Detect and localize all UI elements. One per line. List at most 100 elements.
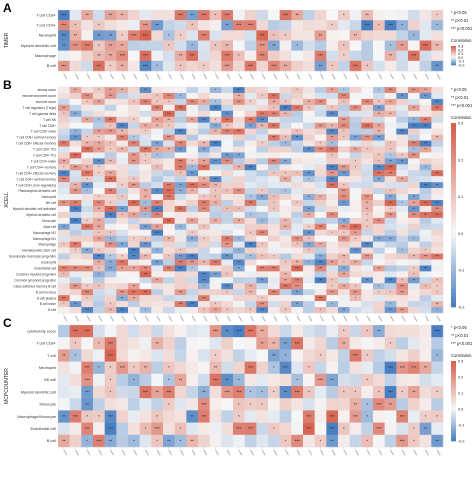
significance-mark: * xyxy=(308,390,310,395)
heatmap-cell xyxy=(291,361,304,374)
significance-mark: ** xyxy=(62,43,66,48)
heatmap-cell xyxy=(373,289,385,296)
heatmap-cell xyxy=(384,325,397,338)
heatmap-cell xyxy=(256,110,269,117)
heatmap-cell xyxy=(139,361,152,374)
heatmap-cell xyxy=(233,229,245,236)
heatmap-cell xyxy=(408,50,420,62)
heatmap-cell xyxy=(186,325,199,338)
column-label-placeholder xyxy=(319,73,325,80)
colorbar-step xyxy=(451,425,456,428)
significance-mark: *** xyxy=(330,414,335,419)
heatmap-cell xyxy=(408,128,420,135)
heatmap-cell xyxy=(186,40,199,51)
heatmap-cell xyxy=(373,410,385,423)
significance-mark: *** xyxy=(295,390,300,395)
heatmap-cell xyxy=(116,259,129,266)
colorbar-title: Correlation xyxy=(451,115,472,120)
heatmap-cell xyxy=(314,116,327,123)
heatmap-cell xyxy=(279,283,292,290)
significance-mark: *** xyxy=(225,63,230,68)
heatmap-cell xyxy=(221,217,234,224)
heatmap-cell xyxy=(186,128,199,135)
heatmap-cell xyxy=(151,247,164,254)
significance-mark: * xyxy=(157,100,159,104)
heatmap-cell xyxy=(163,434,175,448)
heatmap-cell xyxy=(303,200,315,207)
heatmap-cell xyxy=(58,259,70,266)
heatmap-cell xyxy=(116,410,129,423)
heatmap-cell xyxy=(221,361,234,374)
heatmap-cell xyxy=(338,337,350,350)
heatmap-cell xyxy=(314,295,327,302)
heatmap-cell xyxy=(396,60,409,72)
significance-mark: * xyxy=(366,63,368,68)
heatmap-cell xyxy=(314,271,327,278)
heatmap-cell xyxy=(233,110,245,117)
heatmap-cell xyxy=(396,301,409,308)
heatmap-cell xyxy=(373,116,385,123)
colorbar-step xyxy=(451,59,456,61)
colorbar-step xyxy=(451,431,456,434)
heatmap-cell xyxy=(326,40,339,51)
significance-mark: ** xyxy=(191,237,194,241)
significance-mark: ** xyxy=(343,308,346,312)
heatmap-cell xyxy=(174,20,187,31)
column-label-placeholder xyxy=(249,315,255,322)
heatmap-cell xyxy=(279,200,292,207)
heatmap-cell xyxy=(116,134,129,141)
heatmap-cell xyxy=(256,152,269,159)
heatmap-cell xyxy=(431,194,444,201)
colorbar-tick-label: 0.2 xyxy=(458,376,463,380)
heatmap-cell xyxy=(69,301,82,308)
colorbar-tick-label: 0.2 xyxy=(458,48,463,52)
heatmap-cell xyxy=(233,349,245,362)
heatmap-cell xyxy=(349,211,362,219)
heatmap-cell xyxy=(349,241,362,248)
heatmap-cell xyxy=(128,104,140,111)
heatmap-cell xyxy=(198,158,210,165)
heatmap-cell xyxy=(81,188,94,195)
heatmap-cell xyxy=(326,410,339,423)
heatmap-cell xyxy=(116,373,129,387)
column-label-placeholder xyxy=(86,315,91,322)
heatmap-cell xyxy=(128,134,140,141)
heatmap-cell xyxy=(186,50,199,62)
heatmap-cell xyxy=(349,182,362,189)
significance-mark: ** xyxy=(74,33,78,38)
significance-mark: *** xyxy=(85,308,89,312)
significance-mark: ** xyxy=(401,94,404,98)
heatmap-cell xyxy=(384,217,397,224)
significance-mark: *** xyxy=(319,124,323,128)
heatmap-cell xyxy=(419,422,432,435)
column-label-placeholder xyxy=(343,315,348,322)
significance-legend-item: ** p<0.01 xyxy=(451,18,469,23)
heatmap-cell xyxy=(81,373,94,387)
heatmap-cell xyxy=(349,104,362,111)
row-label: Endothelial cell xyxy=(35,267,57,271)
heatmap-cell xyxy=(396,259,409,266)
heatmap-cell xyxy=(303,259,315,266)
significance-mark: * xyxy=(75,341,77,346)
heatmap-cell xyxy=(233,116,245,123)
heatmap-cell xyxy=(268,176,280,183)
colorbar-step xyxy=(451,247,456,253)
significance-mark: * xyxy=(390,142,392,146)
significance-mark: * xyxy=(343,390,345,395)
heatmap-cell xyxy=(221,30,234,41)
significance-mark: * xyxy=(156,438,158,443)
heatmap-cell xyxy=(349,188,362,195)
colorbar-step xyxy=(451,61,456,63)
heatmap-cell xyxy=(338,116,350,123)
row-label: cytotoxicity score xyxy=(27,329,56,333)
significance-mark: *** xyxy=(249,201,253,205)
heatmap-cell xyxy=(69,200,82,207)
significance-mark: * xyxy=(262,243,264,247)
heatmap-cell xyxy=(256,182,269,189)
heatmap-cell xyxy=(314,259,327,266)
heatmap-cell xyxy=(186,223,199,230)
heatmap-cell xyxy=(186,271,199,278)
significance-mark: ** xyxy=(284,390,288,395)
significance-mark: ** xyxy=(249,284,252,288)
